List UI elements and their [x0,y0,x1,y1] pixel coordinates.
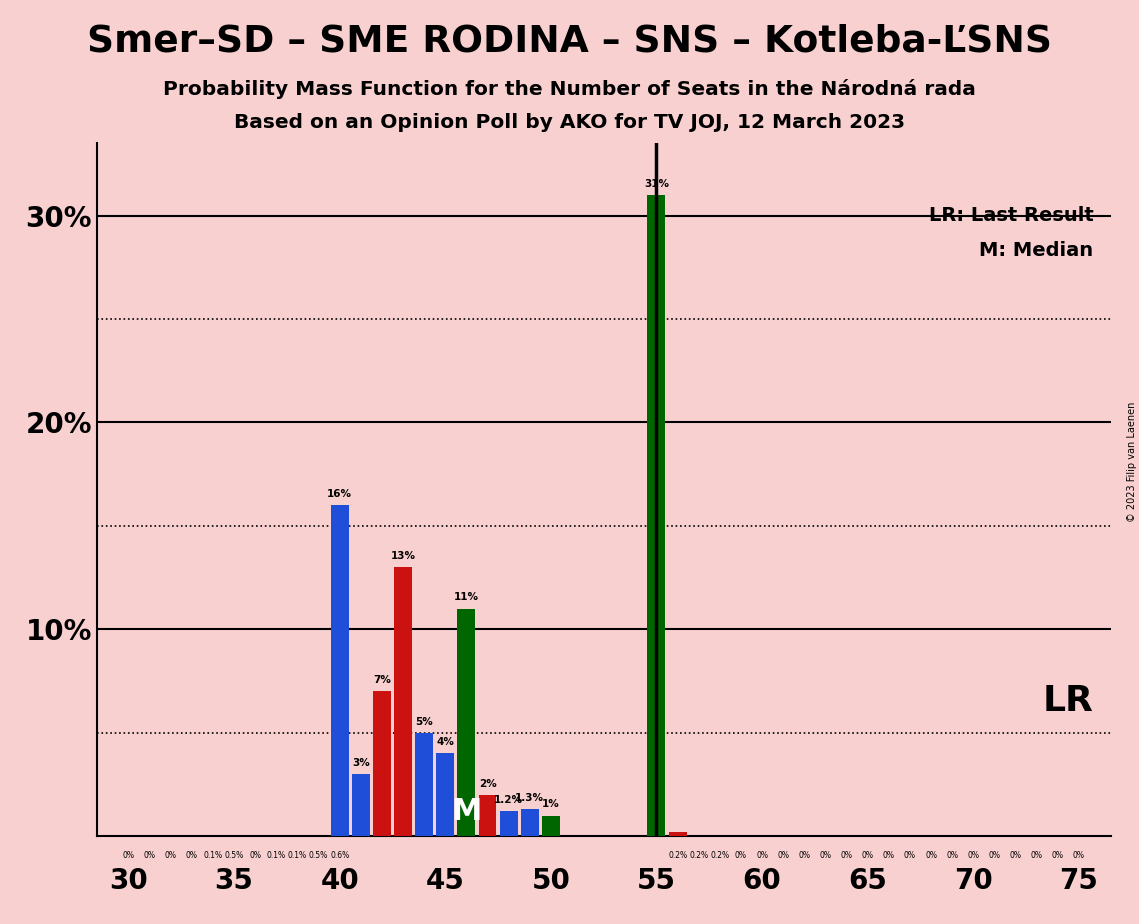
Text: 13%: 13% [391,551,416,561]
Text: 3%: 3% [352,758,370,768]
Bar [500,811,517,836]
Bar [416,733,433,836]
Bar [669,833,687,836]
Bar [436,753,454,836]
Text: 31%: 31% [644,178,669,188]
Text: 0%: 0% [841,851,852,859]
Text: 2%: 2% [478,779,497,789]
Text: 0%: 0% [862,851,874,859]
Text: M: Median: M: Median [980,241,1093,261]
Text: 0.2%: 0.2% [711,851,729,859]
Text: 1.3%: 1.3% [515,793,544,803]
Text: 0%: 0% [735,851,747,859]
Text: 0.1%: 0.1% [288,851,308,859]
Text: Based on an Opinion Poll by AKO for TV JOJ, 12 March 2023: Based on an Opinion Poll by AKO for TV J… [233,113,906,132]
Text: 0%: 0% [947,851,958,859]
Bar [542,816,560,836]
Text: 0%: 0% [883,851,895,859]
Text: 0%: 0% [756,851,768,859]
Text: Smer–SD – SME RODINA – SNS – Kotleba-ĽSNS: Smer–SD – SME RODINA – SNS – Kotleba-ĽSN… [87,23,1052,59]
Text: 1%: 1% [542,799,559,809]
Text: 0%: 0% [123,851,134,859]
Text: 0%: 0% [1009,851,1022,859]
Bar [647,195,665,836]
Text: 16%: 16% [327,489,352,499]
Bar [542,820,560,836]
Bar [372,691,391,836]
Bar [478,795,497,836]
Text: 5%: 5% [416,717,433,726]
Bar [458,609,475,836]
Text: 0%: 0% [989,851,1000,859]
Text: 0%: 0% [1051,851,1064,859]
Bar [521,809,539,836]
Text: 0%: 0% [249,851,261,859]
Text: LR: Last Result: LR: Last Result [928,206,1093,225]
Text: 0%: 0% [186,851,198,859]
Text: M: M [451,796,482,826]
Text: Probability Mass Function for the Number of Seats in the Národná rada: Probability Mass Function for the Number… [163,79,976,99]
Text: 0.1%: 0.1% [267,851,286,859]
Text: 0%: 0% [967,851,980,859]
Text: 0%: 0% [777,851,789,859]
Text: 11%: 11% [454,592,478,602]
Text: 1.2%: 1.2% [494,796,523,805]
Bar [394,567,412,836]
Text: 0.2%: 0.2% [669,851,687,859]
Bar [330,505,349,836]
Text: 0%: 0% [165,851,177,859]
Text: 0%: 0% [144,851,156,859]
Text: 0.6%: 0.6% [330,851,350,859]
Text: 4%: 4% [436,737,454,748]
Text: 0.2%: 0.2% [689,851,708,859]
Text: 0%: 0% [1073,851,1084,859]
Text: 0%: 0% [819,851,831,859]
Text: 0%: 0% [904,851,916,859]
Text: 0%: 0% [798,851,810,859]
Text: 0.5%: 0.5% [309,851,328,859]
Text: 0%: 0% [1031,851,1042,859]
Text: 7%: 7% [372,675,391,686]
Text: 0.1%: 0.1% [204,851,222,859]
Text: 0.5%: 0.5% [224,851,244,859]
Text: 0%: 0% [925,851,937,859]
Bar [669,833,687,836]
Bar [352,774,370,836]
Text: LR: LR [1042,684,1093,718]
Text: © 2023 Filip van Laenen: © 2023 Filip van Laenen [1126,402,1137,522]
